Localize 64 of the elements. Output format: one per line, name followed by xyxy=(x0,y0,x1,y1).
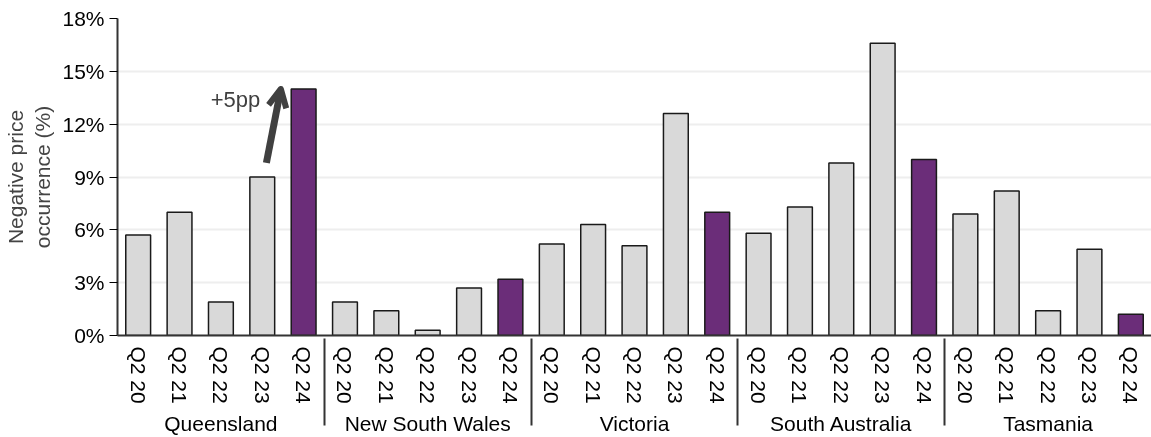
bar xyxy=(662,112,690,336)
bar xyxy=(290,88,317,336)
x-tick-label: Q2 23 xyxy=(1077,346,1101,404)
x-tick-label: Q2 21 xyxy=(168,346,192,404)
text: Queensland xyxy=(164,411,278,435)
x-tick-label: Q2 24 xyxy=(912,346,936,405)
bar xyxy=(579,223,607,336)
y-tick-label: 18% xyxy=(62,7,105,30)
x-tick-label: Q2 23 xyxy=(457,346,481,404)
bar xyxy=(952,213,979,336)
y-axis-title: Negative price occurrence (%) xyxy=(3,105,55,249)
text: New South Wales xyxy=(344,411,511,435)
bar xyxy=(497,278,524,336)
bar xyxy=(1117,313,1144,336)
x-tick-label: Q2 22 xyxy=(1036,346,1060,404)
y-tick-label: 3% xyxy=(74,271,105,295)
bar xyxy=(207,301,235,336)
bar xyxy=(786,206,814,336)
x-tick-label: Q2 20 xyxy=(540,346,564,404)
bar xyxy=(249,176,276,336)
y-tick-label: 9% xyxy=(74,165,105,189)
x-tick-label: Q2 22 xyxy=(209,346,233,404)
y-tick-label: 6% xyxy=(74,218,105,242)
bar xyxy=(869,42,896,336)
y-tick-label: 12% xyxy=(62,112,105,136)
x-tick-label: Q2 24 xyxy=(292,346,316,405)
x-tick-label: Q2 23 xyxy=(250,346,274,404)
bar xyxy=(1034,310,1062,336)
text: Tasmania xyxy=(1003,411,1094,435)
x-tick-label: Q2 24 xyxy=(1119,346,1143,405)
bar xyxy=(331,301,359,336)
bar xyxy=(704,211,731,336)
bar xyxy=(455,287,483,336)
bar xyxy=(538,243,565,336)
bar xyxy=(745,232,772,336)
bar xyxy=(166,211,193,336)
x-tick-label: Q2 20 xyxy=(953,346,977,404)
x-tick-label: Q2 20 xyxy=(747,346,771,404)
x-tick-label: Q2 22 xyxy=(829,346,853,404)
y-tick-label: 0% xyxy=(74,324,105,347)
x-tick-label: Q2 23 xyxy=(871,346,895,404)
x-tick-label: Q2 20 xyxy=(126,346,150,404)
x-tick-label: Q2 22 xyxy=(623,346,646,404)
bar xyxy=(828,162,855,336)
x-tick-label: Q2 23 xyxy=(664,346,688,404)
x-tick-label: Q2 21 xyxy=(788,346,812,404)
x-tick-label: Q2 20 xyxy=(333,346,357,404)
x-tick-label: Q2 24 xyxy=(498,346,522,405)
text: South Australia xyxy=(770,411,912,435)
bar xyxy=(1076,248,1103,336)
x-tick-label: Q2 21 xyxy=(581,346,605,404)
x-tick-label: Q2 21 xyxy=(374,346,398,404)
x-tick-label: Q2 24 xyxy=(705,346,729,405)
bar xyxy=(125,234,152,336)
bar xyxy=(414,329,441,336)
y-tick-label: 15% xyxy=(62,59,105,83)
x-tick-label: Q2 22 xyxy=(416,346,440,404)
bar xyxy=(621,244,648,336)
bar xyxy=(910,158,938,336)
text: Victoria xyxy=(599,411,670,435)
annotation: +5pp xyxy=(210,87,261,113)
x-tick-label: Q2 21 xyxy=(995,346,1019,404)
bar xyxy=(993,190,1020,336)
bar xyxy=(373,310,400,336)
